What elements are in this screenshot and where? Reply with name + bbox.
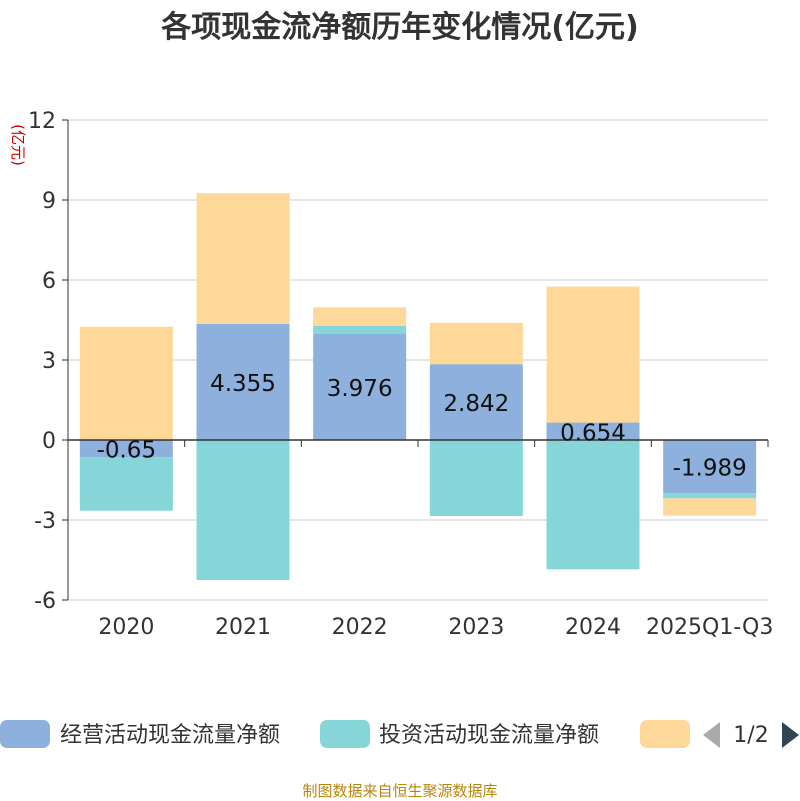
bar-series3-2021 <box>196 193 290 324</box>
x-tick-label: 2021 <box>215 615 271 640</box>
legend-swatch-1[interactable] <box>0 720 50 748</box>
y-tick-label: 12 <box>28 109 56 134</box>
bar-series1-2021 <box>196 323 290 440</box>
x-tick-label: 2022 <box>332 615 388 640</box>
chart-title: 各项现金流净额历年变化情况(亿元) <box>161 10 639 45</box>
legend: 经营活动现金流量净额 投资活动现金流量净额 1/2 <box>0 720 799 748</box>
data-label-2025Q1-Q3: -1.989 <box>673 456 747 482</box>
bar-series3-2022 <box>313 307 407 326</box>
bar-series1-2022 <box>313 333 407 440</box>
legend-swatch-2[interactable] <box>320 720 370 748</box>
y-tick-label: 6 <box>42 269 56 294</box>
data-label-2022: 3.976 <box>327 376 393 402</box>
legend-label-2[interactable]: 投资活动现金流量净额 <box>379 723 599 748</box>
y-tick-label: 3 <box>42 349 56 374</box>
y-tick-label: -6 <box>34 589 56 614</box>
y-axis-title: (亿元) <box>9 124 27 166</box>
grid-lines <box>68 119 768 601</box>
data-label-2021: 4.355 <box>210 371 276 397</box>
data-label-2023: 2.842 <box>443 391 509 417</box>
bars <box>79 193 757 580</box>
bar-series1-2023 <box>429 364 523 440</box>
bar-series3-2023 <box>429 322 523 365</box>
legend-label-1[interactable]: 经营活动现金流量净额 <box>60 723 280 748</box>
legend-page-indicator: 1/2 <box>733 723 768 748</box>
x-tick-label: 2024 <box>565 615 621 640</box>
bar-series3-2024 <box>546 286 640 423</box>
data-labels: -0.65 4.355 3.976 2.842 0.654 -1.989 <box>97 371 747 482</box>
bar-series3-2020 <box>79 326 173 440</box>
bar-series3-2025Q1-Q3 <box>663 498 757 516</box>
y-tick-label: -3 <box>34 509 56 534</box>
legend-prev-page-icon[interactable] <box>703 722 720 748</box>
x-tick-label: 2025Q1-Q3 <box>646 615 773 640</box>
y-tick-label: 0 <box>42 429 56 454</box>
bar-series2-2021 <box>196 440 290 580</box>
source-note: 制图数据来自恒生聚源数据库 <box>302 782 498 800</box>
x-tick-label: 2020 <box>98 615 154 640</box>
legend-next-page-icon[interactable] <box>782 722 799 748</box>
data-label-2024: 0.654 <box>560 420 626 446</box>
axes: -6 -3 0 3 6 9 12(亿元) 2020 2021 2022 2023 2024 2025Q1… <box>9 109 773 640</box>
bar-series2-2022 <box>313 325 407 334</box>
x-tick-label: 2023 <box>448 615 504 640</box>
bar-series1-2020 <box>79 440 173 458</box>
legend-swatch-3[interactable] <box>640 720 690 748</box>
bar-series2-2020 <box>79 457 173 511</box>
y-tick-label: 9 <box>42 189 56 214</box>
bar-series1-2024 <box>546 422 640 440</box>
data-label-2020: -0.65 <box>97 438 157 464</box>
bar-series2-2023 <box>429 440 523 516</box>
bar-series1-2025Q1-Q3 <box>663 440 757 494</box>
bar-series2-2025Q1-Q3 <box>663 493 757 499</box>
bar-series2-2024 <box>546 440 640 570</box>
